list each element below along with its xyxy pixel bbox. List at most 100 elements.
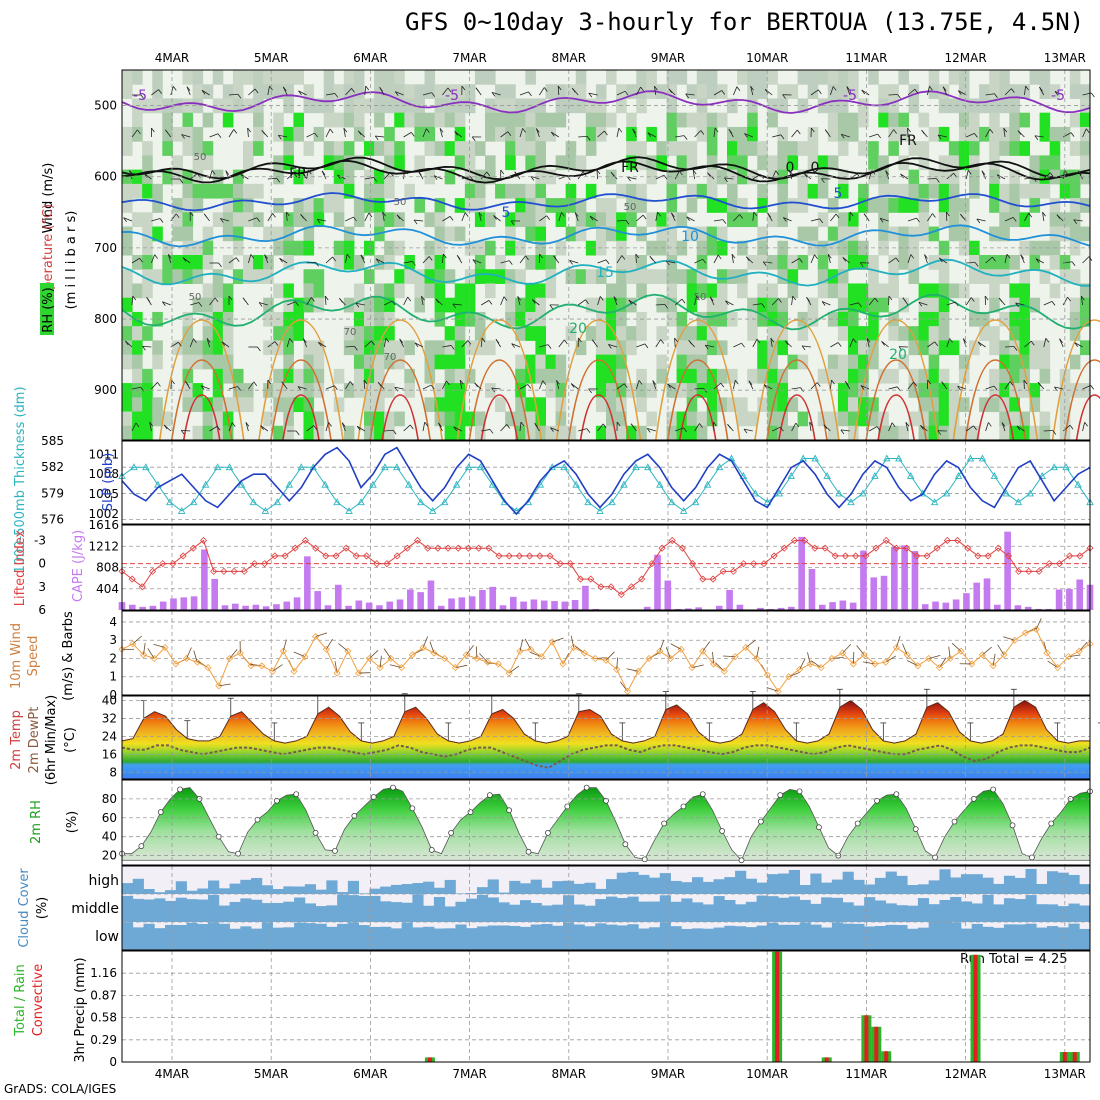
rh-cell bbox=[313, 368, 325, 384]
cloud-cell bbox=[659, 895, 671, 922]
wind-barb bbox=[605, 259, 610, 265]
rh-cell bbox=[202, 155, 214, 171]
wind-barb bbox=[937, 134, 947, 138]
wind-barb bbox=[439, 128, 443, 138]
rh-cell bbox=[243, 198, 254, 213]
rh-cell bbox=[1049, 155, 1061, 171]
wind-barb bbox=[221, 341, 230, 348]
cloud-cell bbox=[444, 879, 456, 894]
rh-cell bbox=[1039, 269, 1051, 284]
rh-cell bbox=[202, 112, 214, 128]
cloud-cell bbox=[788, 924, 800, 950]
wind-barb bbox=[832, 86, 837, 91]
wind-barb bbox=[954, 301, 959, 307]
rh-cell bbox=[1009, 183, 1020, 199]
cloud-cell bbox=[433, 896, 446, 922]
wind-barb bbox=[1043, 338, 1047, 348]
cloud-cell bbox=[423, 905, 435, 922]
wind-barb bbox=[705, 344, 715, 348]
rh-cell bbox=[424, 340, 436, 356]
cloud-cell bbox=[638, 901, 650, 922]
rh-cell bbox=[535, 283, 546, 299]
rh-contour-label: 50 bbox=[624, 202, 637, 213]
rh-cell bbox=[737, 126, 748, 142]
cloud-cell bbox=[455, 901, 467, 922]
upper-tick-label: 900 bbox=[94, 383, 117, 397]
wind-barb-10m bbox=[218, 683, 231, 687]
wind-barb bbox=[519, 422, 522, 432]
rh-cell bbox=[757, 198, 768, 213]
rh-cell bbox=[374, 198, 385, 213]
rh-cell bbox=[303, 240, 315, 256]
wind-barb bbox=[295, 301, 299, 307]
precip-tick-label: 0.58 bbox=[90, 1011, 117, 1025]
rh-cell bbox=[938, 269, 950, 284]
wind-barb bbox=[334, 93, 339, 98]
rh-cell bbox=[737, 141, 748, 156]
rh-cell bbox=[848, 212, 859, 228]
thickness-point bbox=[417, 498, 425, 506]
cape-bar bbox=[726, 590, 733, 610]
wind-barb bbox=[791, 296, 794, 306]
rh-cell bbox=[878, 169, 889, 185]
rh-cell bbox=[374, 311, 385, 327]
cape-bar bbox=[736, 604, 744, 610]
rh-cell bbox=[485, 169, 496, 185]
cloud-cell bbox=[939, 922, 951, 950]
rh-cell bbox=[716, 169, 728, 185]
rh-cell bbox=[283, 354, 294, 370]
wind-barb bbox=[713, 254, 719, 264]
rh-cell bbox=[827, 411, 839, 427]
rh-cell bbox=[505, 226, 516, 242]
rh-cell bbox=[464, 283, 476, 299]
top-date-label: 12MAR bbox=[945, 51, 987, 65]
rh-cell bbox=[444, 169, 456, 185]
wind-barb bbox=[464, 212, 469, 217]
wind-barb bbox=[973, 425, 977, 431]
wind-barb bbox=[608, 343, 618, 348]
wind-barb bbox=[517, 296, 521, 306]
rh-cell bbox=[202, 340, 214, 356]
date-axis-labels: 4MAR4MAR5MAR5MAR6MAR6MAR7MAR7MAR8MAR8MAR… bbox=[155, 51, 1086, 1081]
rh-cell bbox=[636, 326, 647, 341]
wind-barb bbox=[167, 254, 172, 259]
cloud-cell bbox=[960, 901, 973, 922]
rh-cell bbox=[464, 155, 476, 171]
rh-cell bbox=[696, 98, 708, 114]
cloud-cell bbox=[208, 894, 220, 922]
rh-cell bbox=[353, 98, 365, 114]
cloud-cell bbox=[444, 928, 456, 950]
rh-cell bbox=[283, 311, 294, 327]
wind-barb bbox=[313, 425, 318, 430]
rh-cell bbox=[414, 269, 425, 284]
rh-cell bbox=[172, 198, 183, 213]
wind-barb bbox=[720, 382, 725, 388]
rh-cell bbox=[696, 112, 708, 128]
cloud-cell bbox=[1046, 871, 1059, 894]
cloud-cell bbox=[745, 927, 757, 950]
rh-cell bbox=[142, 240, 153, 256]
rh-cell bbox=[495, 255, 506, 270]
rh-cell bbox=[212, 169, 224, 185]
wind-barb bbox=[332, 256, 337, 262]
li-point bbox=[1025, 567, 1033, 575]
cloud-cell bbox=[885, 924, 897, 950]
rh-cell bbox=[333, 112, 345, 128]
rh-cell bbox=[505, 84, 516, 99]
rh-cell bbox=[525, 226, 536, 242]
rh-cell bbox=[696, 411, 708, 427]
wind-barb bbox=[272, 213, 276, 218]
wind-barb bbox=[508, 260, 513, 265]
rh-cell bbox=[273, 425, 284, 441]
cape-tick-label: 404 bbox=[96, 582, 119, 596]
wind-speed-point bbox=[236, 649, 244, 657]
wind-barb bbox=[374, 135, 379, 141]
rh-cell bbox=[212, 283, 224, 299]
rh-cell bbox=[848, 397, 859, 413]
rh-point bbox=[525, 848, 532, 855]
cape-bar bbox=[448, 598, 455, 610]
li-point bbox=[199, 536, 208, 545]
rh-cell bbox=[636, 255, 647, 270]
cloud-cell bbox=[950, 896, 962, 922]
rh-cell bbox=[858, 255, 869, 270]
